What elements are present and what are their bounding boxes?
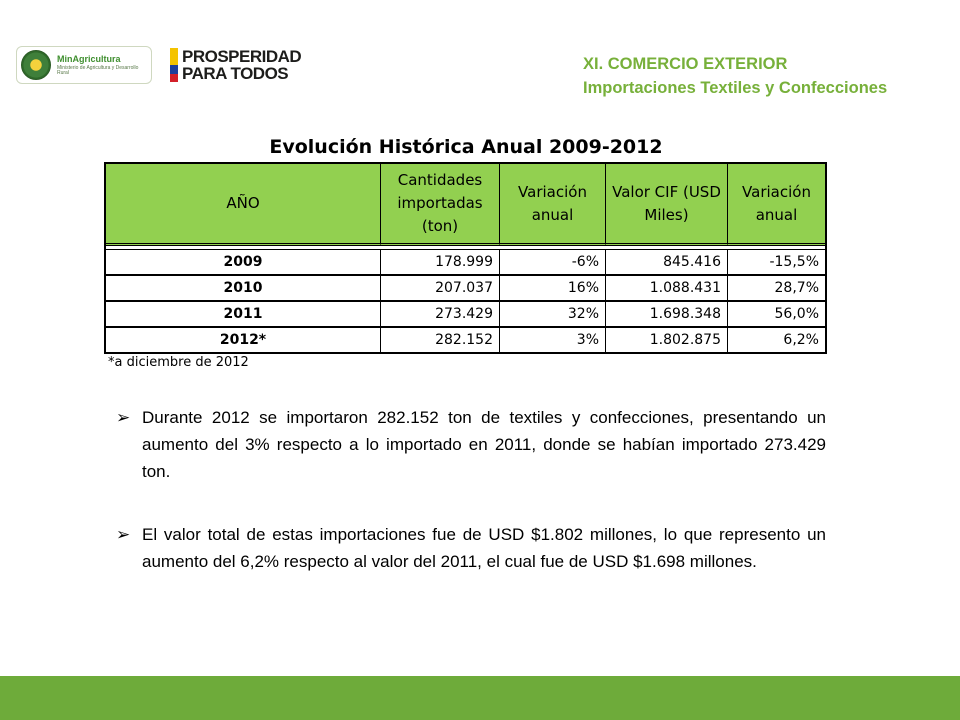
cell-year: 2010 <box>106 275 381 301</box>
slogan-line-2: PARA TODOS <box>182 64 289 83</box>
colombia-seal-icon <box>21 50 51 80</box>
colombia-flag-icon <box>170 48 178 82</box>
table-row: 2009 178.999 -6% 845.416 -15,5% <box>106 249 825 275</box>
section-subtitle: Importaciones Textiles y Confecciones <box>583 79 888 97</box>
header-year: AÑO <box>106 164 381 246</box>
ministry-logo-subtitle: Ministerio de Agricultura y Desarrollo R… <box>57 64 139 76</box>
table-row: 2011 273.429 32% 1.698.348 56,0% <box>106 301 825 327</box>
ministry-logo-name: MinAgricultura <box>57 53 121 64</box>
cell-cif-value: 1.088.431 <box>606 275 728 301</box>
cell-year: 2011 <box>106 301 381 327</box>
arrow-bullet-icon: ➢ <box>116 408 131 427</box>
cell-value-variation: -15,5% <box>728 249 825 275</box>
cell-cif-value: 845.416 <box>606 249 728 275</box>
header-value-variation: Variación anual <box>728 164 825 246</box>
cell-value-variation: 6,2% <box>728 327 825 352</box>
cell-cif-value: 1.698.348 <box>606 301 728 327</box>
cell-quantity: 282.152 <box>381 327 500 352</box>
bullet-text: Durante 2012 se importaron 282.152 ton d… <box>142 408 826 481</box>
section-heading: XI. COMERCIO EXTERIOR Importaciones Text… <box>583 52 953 100</box>
cell-value-variation: 56,0% <box>728 301 825 327</box>
cell-quantity-variation: -6% <box>500 249 606 275</box>
cell-cif-value: 1.802.875 <box>606 327 728 352</box>
table-row: 2012* 282.152 3% 1.802.875 6,2% <box>106 327 825 352</box>
prosperidad-logo: PROSPERIDAD PARA TODOS <box>170 46 302 84</box>
slogan-line-1: PROSPERIDAD <box>182 47 302 66</box>
table-row: 2010 207.037 16% 1.088.431 28,7% <box>106 275 825 301</box>
cell-year: 2012* <box>106 327 381 352</box>
section-title: XI. COMERCIO EXTERIOR <box>583 55 788 73</box>
imports-table: AÑO Cantidades importadas (ton) Variació… <box>104 162 827 354</box>
arrow-bullet-icon: ➢ <box>116 525 131 544</box>
table-footnote: *a diciembre de 2012 <box>108 355 249 370</box>
bullet-text: El valor total de estas importaciones fu… <box>142 525 826 571</box>
table-header-row: AÑO Cantidades importadas (ton) Variació… <box>106 164 825 246</box>
cell-quantity-variation: 3% <box>500 327 606 352</box>
cell-year: 2009 <box>106 249 381 275</box>
header-quantity-variation: Variación anual <box>500 164 606 246</box>
minagricultura-logo: MinAgricultura Ministerio de Agricultura… <box>16 46 152 84</box>
table-title: Evolución Histórica Anual 2009-2012 <box>269 136 663 158</box>
bullet-item: ➢ Durante 2012 se importaron 282.152 ton… <box>116 404 826 485</box>
cell-value-variation: 28,7% <box>728 275 825 301</box>
cell-quantity-variation: 16% <box>500 275 606 301</box>
cell-quantity: 178.999 <box>381 249 500 275</box>
cell-quantity-variation: 32% <box>500 301 606 327</box>
cell-quantity: 273.429 <box>381 301 500 327</box>
header-quantity: Cantidades importadas (ton) <box>381 164 500 246</box>
cell-quantity: 207.037 <box>381 275 500 301</box>
bullet-item: ➢ El valor total de estas importaciones … <box>116 521 826 575</box>
footer-bar <box>0 676 960 720</box>
header-cif-value: Valor CIF (USD Miles) <box>606 164 728 246</box>
